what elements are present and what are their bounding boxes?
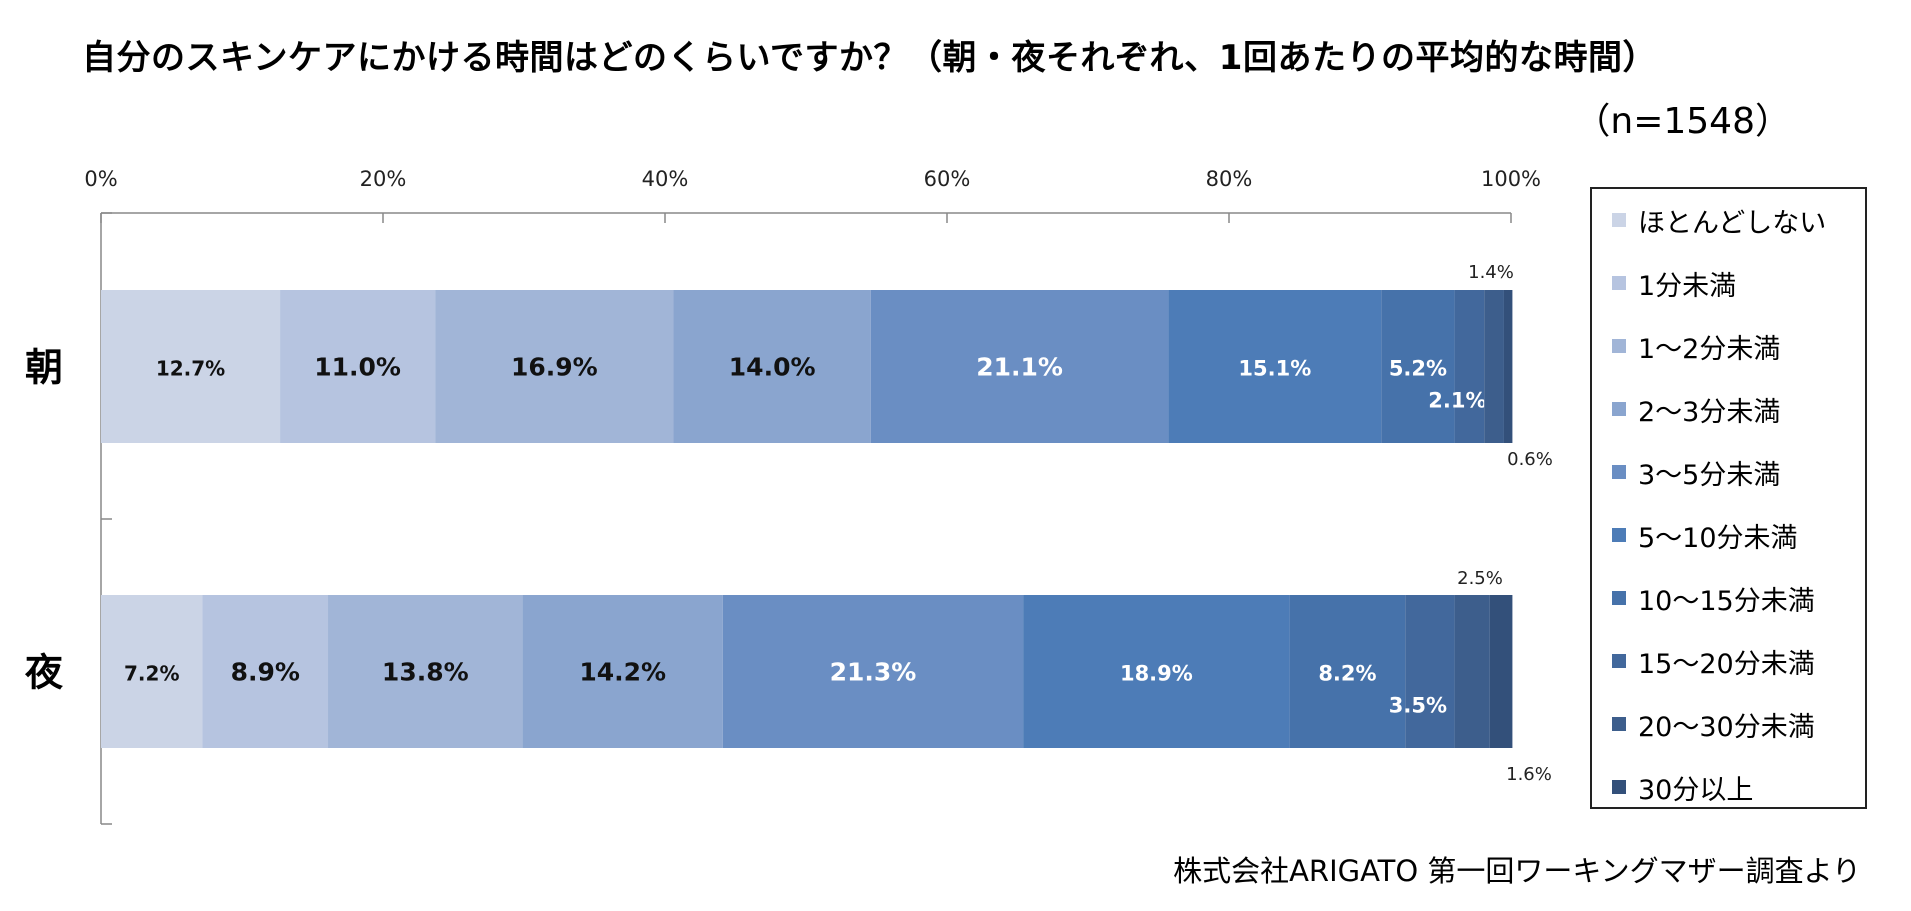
data-label-1-8: 2.5%	[1457, 568, 1503, 589]
data-label-1-2: 13.8%	[382, 658, 469, 687]
bar-segment-1-6	[1289, 595, 1406, 748]
bar-segment-0-5	[1168, 290, 1382, 443]
bar-segment-1-3	[522, 595, 723, 748]
data-label-0-8: 1.4%	[1468, 262, 1514, 283]
bar-segment-1-2	[328, 595, 523, 748]
legend-item: 15～20分未満	[1612, 641, 1815, 681]
bar-segment-1-9	[1489, 595, 1513, 748]
legend-swatch	[1612, 528, 1626, 542]
legend: ほとんどしない 1分未満 1～2分未満 2～3分未満 3～5分未満 5～10分未満 10～1…	[1590, 187, 1867, 809]
bar-segment-0-4	[870, 290, 1169, 443]
chart-plot: 0% 20% 40% 60% 80% 100% 朝 12.7% 11.0% 16.9% 14.0% 2…	[24, 167, 1553, 825]
legend-swatch	[1612, 213, 1626, 227]
legend-item: ほとんどしない	[1612, 200, 1826, 240]
x-tick-label-2: 40%	[642, 167, 689, 191]
bar-segment-0-7	[1454, 290, 1485, 443]
data-label-0-3: 14.0%	[729, 353, 816, 382]
bar-segment-0-8	[1484, 290, 1504, 443]
legend-label: 3～5分未満	[1638, 459, 1781, 491]
x-tick-label-3: 60%	[924, 167, 971, 191]
data-label-1-5: 18.9%	[1120, 662, 1193, 686]
data-label-1-7: 3.5%	[1389, 694, 1447, 718]
bar-segment-1-8	[1454, 595, 1490, 748]
legend-item: 5～10分未満	[1612, 515, 1798, 555]
data-label-0-7: 2.1%	[1428, 389, 1486, 413]
x-tick-label-0: 0%	[84, 167, 117, 191]
legend-swatch	[1612, 339, 1626, 353]
legend-label: 2～3分未満	[1638, 396, 1781, 428]
bar-segment-1-7	[1405, 595, 1455, 748]
legend-swatch	[1612, 276, 1626, 290]
legend-swatch	[1612, 717, 1626, 731]
legend-label: 5～10分未満	[1638, 522, 1798, 554]
bar-segment-1-5	[1023, 595, 1290, 748]
source-note: 株式会社ARIGATO 第一回ワーキングマザー調査より	[1173, 854, 1861, 888]
bar-segment-0-1	[280, 290, 436, 443]
legend-item: 2～3分未満	[1612, 389, 1780, 429]
bar-segment-0-9	[1503, 290, 1513, 443]
bar-segment-1-1	[202, 595, 329, 748]
data-label-0-2: 16.9%	[511, 353, 598, 382]
legend-swatch	[1612, 654, 1626, 668]
legend-swatch	[1612, 402, 1626, 416]
legend-label: 30分以上	[1638, 774, 1754, 806]
bar-segment-1-0	[101, 595, 203, 748]
data-label-1-0: 7.2%	[124, 662, 179, 686]
legend-item: 30分以上	[1612, 767, 1753, 807]
bar-segment-0-6	[1381, 290, 1455, 443]
legend-item: 10～15分未満	[1612, 578, 1815, 618]
legend-label: ほとんどしない	[1638, 207, 1827, 239]
data-label-1-1: 8.9%	[231, 658, 300, 687]
legend-swatch	[1612, 780, 1626, 794]
x-tick-label-1: 20%	[360, 167, 407, 191]
data-label-0-0: 12.7%	[156, 357, 225, 381]
x-tick-label-4: 80%	[1206, 167, 1253, 191]
data-label-1-3: 14.2%	[579, 658, 666, 687]
legend-label: 15～20分未満	[1638, 648, 1815, 680]
category-label-0: 朝	[25, 346, 63, 390]
data-label-0-5: 15.1%	[1238, 357, 1311, 381]
data-label-1-6: 8.2%	[1318, 662, 1376, 686]
x-tick-label-5: 100%	[1481, 167, 1541, 191]
data-label-0-6: 5.2%	[1389, 357, 1447, 381]
bar-segment-0-3	[673, 290, 871, 443]
bar-segment-1-4	[722, 595, 1024, 748]
bar-segment-0-2	[435, 290, 674, 443]
legend-label: 1～2分未満	[1638, 333, 1781, 365]
sample-size: （n=1548）	[1574, 101, 1791, 142]
legend-item: 20～30分未満	[1612, 704, 1815, 744]
legend-item: 3～5分未満	[1612, 452, 1780, 492]
bar-segment-0-0	[101, 290, 281, 443]
data-label-0-4: 21.1%	[976, 353, 1063, 382]
data-label-0-9: 0.6%	[1507, 449, 1553, 470]
legend-swatch	[1612, 465, 1626, 479]
legend-label: 20～30分未満	[1638, 711, 1815, 743]
category-label-1: 夜	[24, 651, 64, 695]
data-label-0-1: 11.0%	[314, 353, 401, 382]
legend-label: 10～15分未満	[1638, 585, 1815, 617]
legend-item: 1～2分未満	[1612, 326, 1780, 366]
legend-swatch	[1612, 591, 1626, 605]
legend-label: 1分未満	[1638, 270, 1737, 302]
chart-title: 自分のスキンケアにかける時間はどのくらいですか？（朝・夜それぞれ、1回あたりの平…	[82, 38, 1657, 78]
data-label-1-9: 1.6%	[1506, 764, 1552, 785]
legend-item: 1分未満	[1612, 263, 1736, 303]
data-label-1-4: 21.3%	[830, 658, 917, 687]
